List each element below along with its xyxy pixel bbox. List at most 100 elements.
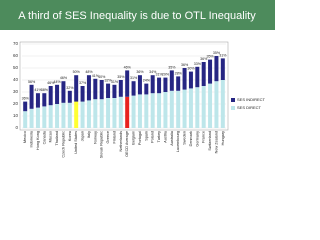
x-tick-label: Czech Republic: [61, 131, 65, 158]
value-label: 48%: [85, 70, 93, 74]
bar-segment: [176, 76, 181, 91]
value-label: 35%: [213, 51, 221, 55]
x-tick-label: Spain: [144, 131, 148, 141]
x-tick-label: Turkey: [157, 131, 161, 143]
bar-segment: [118, 96, 123, 128]
x-tick-label: Denmark: [189, 131, 193, 147]
bar-segment: [125, 70, 130, 97]
value-label: 36%: [181, 63, 189, 67]
y-tick-label: 20: [13, 101, 19, 106]
x-tick-label: Norway: [93, 131, 97, 144]
bar-segment: [163, 92, 168, 128]
x-tick-label: Germany: [195, 131, 199, 147]
bar-segment: [48, 105, 53, 128]
x-tick-label: Portugal: [138, 131, 142, 145]
bar-segment: [29, 108, 34, 128]
x-tick-label: Austria: [163, 130, 167, 143]
x-tick-label: Indonesia: [30, 130, 34, 147]
value-label: 31%: [130, 76, 138, 80]
bar-segment: [182, 89, 187, 128]
bar-segment: [67, 102, 72, 128]
value-label: 44%: [53, 80, 61, 84]
value-label: 36%: [136, 70, 144, 74]
bar-segment: [55, 104, 60, 128]
value-label: 32%: [66, 86, 74, 90]
x-tick-label: Australia: [170, 130, 174, 146]
x-tick-label: Switzerland: [208, 131, 212, 151]
legend-swatch: [231, 98, 235, 102]
x-tick-label: Korea: [68, 130, 72, 141]
y-tick-label: 10: [13, 113, 19, 118]
x-tick-label: Japan: [81, 131, 85, 141]
value-label: 28%: [175, 71, 183, 75]
plot-area: [19, 41, 229, 131]
bar-segment: [157, 93, 162, 128]
chart-title: A third of SES Inequality is due to OTL …: [18, 10, 256, 22]
bar-segment: [150, 93, 155, 128]
bar-segment: [112, 98, 117, 128]
bar-segment: [214, 81, 219, 128]
y-tick-label: 30: [13, 89, 19, 94]
bar-segment: [131, 95, 136, 128]
bar-segment: [118, 80, 123, 97]
title-band: [0, 0, 275, 30]
bar-segment: [74, 75, 79, 102]
legend-label: SES DIRECT: [237, 105, 262, 110]
x-tick-label: Macao: [49, 131, 53, 142]
bar-segment: [201, 62, 206, 86]
bar-segment: [169, 70, 174, 91]
bar-segment: [42, 93, 47, 107]
value-label: 35%: [168, 65, 176, 69]
value-label: 41%: [92, 74, 100, 78]
value-label: 38%: [41, 88, 49, 92]
value-label: 46%: [124, 65, 132, 69]
bar-segment: [188, 71, 193, 89]
x-tick-label: Thailand: [55, 131, 59, 146]
x-tick-label: Finland: [112, 131, 116, 143]
value-label: 31%: [111, 80, 119, 84]
bar-segment: [42, 106, 47, 128]
value-label: 32%: [104, 79, 112, 83]
value-label: 33%: [194, 62, 202, 66]
x-tick-label: Hong Kong: [36, 131, 40, 150]
x-tick-label: OECD Average: [125, 131, 129, 157]
legend-swatch: [231, 106, 235, 110]
value-label: 31%: [219, 53, 227, 57]
bar-segment: [93, 78, 98, 100]
bar-segment: [157, 77, 162, 94]
value-label: 30%: [187, 67, 195, 71]
value-label: 46%: [47, 81, 55, 85]
bar-segment: [169, 90, 174, 128]
value-label: 46%: [60, 76, 68, 80]
value-label: 40%: [98, 75, 106, 79]
x-tick-label: United States: [74, 131, 78, 154]
x-tick-label: New Zealand: [214, 131, 218, 153]
value-label: 35%: [206, 55, 214, 59]
x-tick-label: Luxembourg: [176, 131, 180, 152]
y-tick-label: 60: [13, 53, 19, 58]
bar-segment: [48, 86, 53, 106]
bar-segment: [195, 66, 200, 88]
y-tick-label: 50: [13, 65, 19, 70]
bar-segment: [61, 102, 66, 128]
x-tick-label: Sweden: [183, 131, 187, 145]
bar-segment: [86, 75, 91, 101]
value-label: 56%: [28, 80, 36, 84]
x-tick-label: Hungary: [221, 131, 225, 145]
bar-segment: [131, 81, 136, 96]
bar-segment: [137, 75, 142, 95]
bar-segment: [106, 98, 111, 128]
x-tick-label: Greece: [106, 131, 110, 143]
bar-segment: [220, 80, 225, 128]
bar-segment: [93, 99, 98, 128]
slide: A third of SES Inequality is due to OTL …: [0, 0, 275, 158]
bar-segment: [195, 87, 200, 128]
legend-label: SES INDIRECT: [237, 97, 266, 102]
x-tick-label: Slovak Republic: [100, 131, 104, 158]
value-label: 50%: [73, 70, 81, 74]
bar-segment: [182, 68, 187, 90]
bar-segment: [23, 101, 28, 112]
x-tick-label: Belgium: [132, 131, 136, 145]
value-label: 41%: [34, 88, 42, 92]
value-label: 31%: [155, 73, 163, 77]
